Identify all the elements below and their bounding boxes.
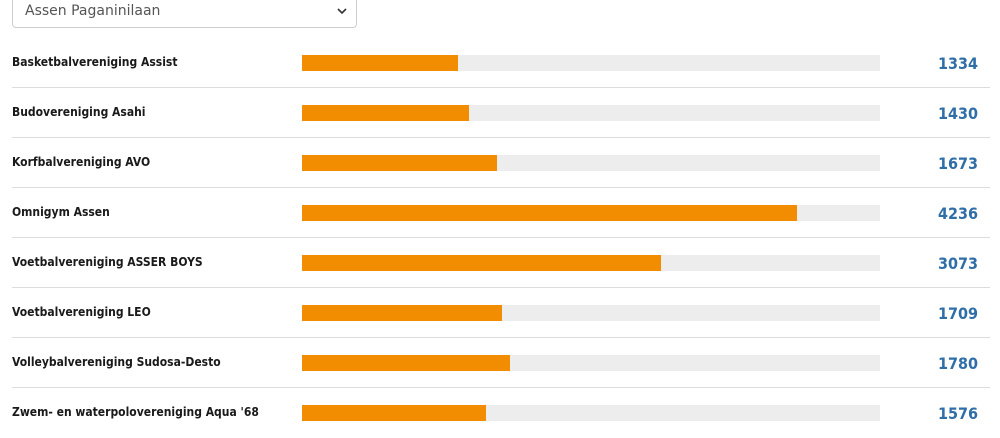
chart-row: Volleybalvereniging Sudosa-Desto 1780 (12, 338, 990, 388)
bar-track (302, 55, 880, 71)
bar (302, 105, 469, 121)
bar (302, 55, 458, 71)
bar (302, 205, 797, 221)
bar (302, 305, 502, 321)
chart-row: Omnigym Assen 4236 (12, 188, 990, 238)
value-label: 4236 (937, 204, 978, 223)
category-label: Omnigym Assen (12, 205, 110, 219)
chevron-down-icon (337, 8, 347, 15)
value-label: 1673 (937, 154, 978, 173)
category-label: Korfbalvereniging AVO (12, 155, 151, 169)
bar (302, 155, 497, 171)
value-label: 1709 (937, 304, 978, 323)
bar-track (302, 355, 880, 371)
value-label: 3073 (937, 254, 978, 273)
location-select-value: Assen Paganinilaan (25, 3, 161, 19)
chart-row: Budovereniging Asahi 1430 (12, 88, 990, 138)
value-label: 1334 (937, 54, 978, 73)
value-label: 1576 (937, 404, 978, 423)
category-label: Voetbalvereniging LEO (12, 305, 151, 319)
category-label: Basketbalvereniging Assist (12, 55, 178, 69)
chart-row: Korfbalvereniging AVO 1673 (12, 138, 990, 188)
bar-track (302, 305, 880, 321)
chart-row: Voetbalvereniging LEO 1709 (12, 288, 990, 338)
bar-track (302, 155, 880, 171)
value-label: 1780 (937, 354, 978, 373)
bar-track (302, 105, 880, 121)
category-label: Budovereniging Asahi (12, 105, 146, 119)
club-bar-chart: Basketbalvereniging Assist 1334 Budovereni… (0, 38, 1000, 438)
chart-row: Zwem- en waterpolovereniging Aqua '68 157… (12, 388, 990, 438)
chart-row: Basketbalvereniging Assist 1334 (12, 38, 990, 88)
category-label: Volleybalvereniging Sudosa-Desto (12, 355, 221, 369)
bar (302, 405, 486, 421)
bar (302, 355, 510, 371)
bar-track (302, 405, 880, 421)
category-label: Voetbalvereniging ASSER BOYS (12, 255, 203, 269)
category-label: Zwem- en waterpolovereniging Aqua '68 (12, 405, 259, 419)
value-label: 1430 (937, 104, 978, 123)
bar-track (302, 205, 880, 221)
location-select[interactable]: Assen Paganinilaan (12, 0, 357, 28)
bar-track (302, 255, 880, 271)
bar (302, 255, 661, 271)
chart-row: Voetbalvereniging ASSER BOYS 3073 (12, 238, 990, 288)
